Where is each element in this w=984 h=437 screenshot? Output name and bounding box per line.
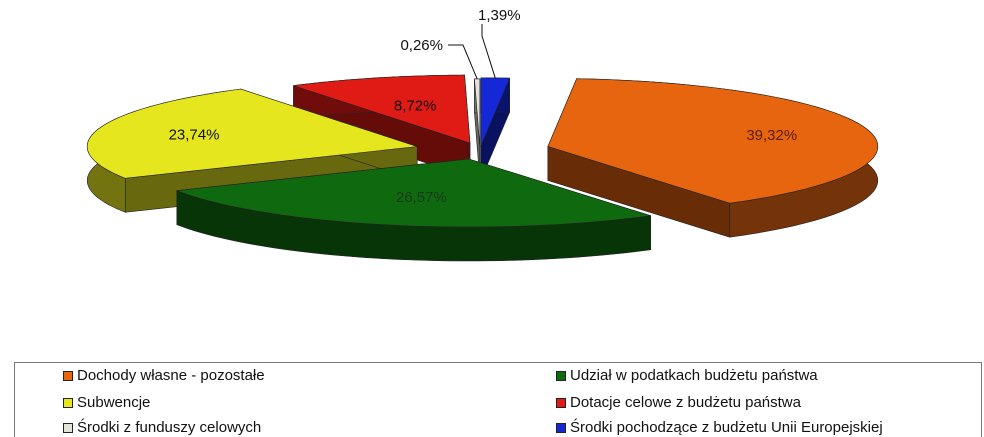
legend-item-fundusze-celowe: Środki z funduszy celowych <box>63 419 261 436</box>
legend-swatch-dochody-wlasne <box>63 370 73 381</box>
legend-label-fundusze-celowe: Środki z funduszy celowych <box>77 419 262 436</box>
legend-label-dotacje-celowe: Dotacje celowe z budżetu państwa <box>570 394 801 411</box>
legend-swatch-udzial-w-podatkach <box>556 370 566 381</box>
chart-legend: Dochody własne - pozostałe Udział w poda… <box>14 362 982 437</box>
leader-line-fundusze-celowe <box>448 44 478 80</box>
leader-line-srodki-ue <box>481 24 496 79</box>
legend-label-dochody-wlasne: Dochody własne - pozostałe <box>77 367 265 384</box>
legend-item-udzial-w-podatkach: Udział w podatkach budżetu państwa <box>556 367 818 384</box>
legend-label-udzial-w-podatkach: Udział w podatkach budżetu państwa <box>570 367 818 384</box>
data-label-dotacje-celowe: 8,72% <box>394 97 437 114</box>
legend-label-subwencje: Subwencje <box>77 394 151 411</box>
legend-label-srodki-ue: Środki pochodzące z budżetu Unii Europej… <box>570 419 883 436</box>
data-label-dochody-wlasne: 39,32% <box>746 127 797 144</box>
data-label-subwencje: 23,74% <box>169 126 220 143</box>
pie-slice-dochody-wlasne <box>547 78 879 238</box>
pie-slice-udzial-w-podatkach <box>176 158 652 262</box>
data-label-udzial-w-podatkach: 26,57% <box>396 189 447 206</box>
pie-chart: 39,32% 26,57% 23,74% 8,72% 0,26% 1,39% <box>86 7 879 262</box>
legend-item-srodki-ue: Środki pochodzące z budżetu Unii Europej… <box>556 419 883 436</box>
pie-slice-fundusze-celowe <box>474 78 481 181</box>
legend-swatch-dotacje-celowe <box>556 397 566 408</box>
data-label-srodki-ue: 1,39% <box>478 7 521 24</box>
data-label-fundusze-celowe: 0,26% <box>400 37 443 54</box>
legend-swatch-srodki-ue <box>556 422 566 433</box>
pie-slice-dotacje-celowe <box>293 74 471 178</box>
legend-swatch-subwencje <box>63 397 73 408</box>
legend-item-subwencje: Subwencje <box>63 394 150 411</box>
legend-item-dotacje-celowe: Dotacje celowe z budżetu państwa <box>556 394 801 411</box>
legend-swatch-fundusze-celowe <box>63 422 73 433</box>
legend-item-dochody-wlasne: Dochody własne - pozostałe <box>63 367 265 384</box>
